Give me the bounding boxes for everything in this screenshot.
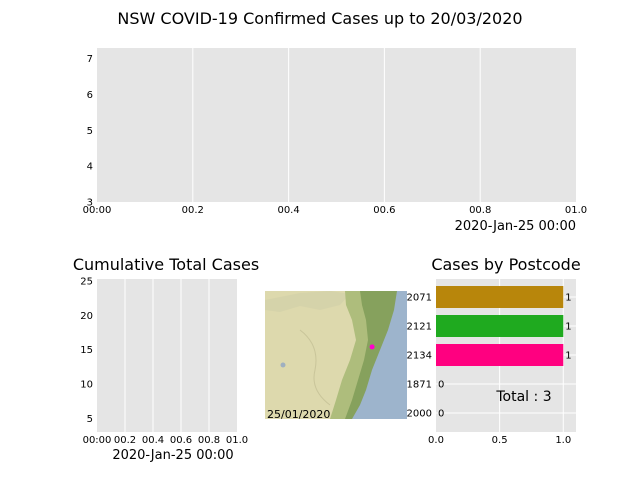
postcode-x-ticks: 0.0 0.5 1.0 (428, 435, 571, 446)
timeline-x-tick-label: 00.6 (373, 205, 395, 216)
cumulative-x-tick-label: 00.4 (142, 435, 164, 446)
cumulative-x-tick-label: 00:00 (83, 435, 112, 446)
map-plain-region (265, 291, 350, 312)
cumulative-title: Cumulative Total Cases (73, 255, 259, 274)
postcode-value-labels: 1 1 1 0 0 (438, 293, 572, 420)
cumulative-x-tick-label: 01.0 (226, 435, 248, 446)
timeline-y-tick-label: 7 (87, 54, 93, 65)
postcode-bar (436, 286, 564, 308)
cumulative-y-tick-label: 20 (80, 311, 93, 322)
postcode-x-tick-label: 0.5 (492, 435, 508, 446)
cumulative-y-tick-label: 10 (80, 379, 93, 390)
postcode-value-label: 0 (438, 380, 444, 391)
nsw-map: 25/01/2020 (265, 291, 407, 421)
timeline-y-tick-label: 4 (87, 162, 93, 173)
cumulative-plot-area (97, 279, 237, 432)
postcode-bars (436, 286, 564, 366)
timeline-y-tick-label: 3 (87, 198, 93, 209)
map-date-label: 25/01/2020 (267, 408, 330, 421)
postcode-total-label: Total : 3 (495, 389, 551, 405)
postcode-value-label: 0 (438, 409, 444, 420)
cumulative-y-tick-label: 25 (80, 277, 93, 288)
postcode-chart: Cases by Postcode 2071 2121 2134 1871 2000 1… (407, 255, 581, 446)
timeline-x-tick-label: 00.2 (182, 205, 204, 216)
timeline-chart: 3 4 5 6 7 00:00 00.2 00.4 00.6 00.8 01.0 2020-Jan… (83, 48, 588, 234)
timeline-plot-area (97, 48, 576, 202)
map-lake (280, 362, 286, 368)
timeline-y-tick-label: 5 (87, 126, 93, 137)
map-case-points (369, 344, 375, 350)
cumulative-y-ticks: 5 10 15 20 25 (80, 277, 93, 425)
postcode-value-label: 1 (565, 322, 571, 333)
cumulative-x-ticks: 00:00 00.2 00.4 00.6 00.8 01.0 (83, 435, 249, 446)
postcode-category-label: 2000 (407, 409, 432, 420)
timeline-x-tick-label: 00.8 (469, 205, 491, 216)
postcode-bar (436, 315, 564, 337)
map-sea (352, 291, 407, 419)
cumulative-gridlines (124, 279, 210, 432)
timeline-x-tick-label: 00:00 (83, 205, 112, 216)
timeline-y-tick-label: 6 (87, 90, 93, 101)
postcode-category-label: 2121 (407, 322, 432, 333)
page-title: NSW COVID-19 Confirmed Cases up to 20/03… (117, 9, 522, 28)
postcode-bar (436, 344, 564, 366)
postcode-x-tick-label: 1.0 (555, 435, 571, 446)
postcode-category-label: 2071 (407, 293, 432, 304)
postcode-category-labels: 2071 2121 2134 1871 2000 (407, 293, 432, 420)
cumulative-x-tick-label: 00.6 (170, 435, 192, 446)
postcode-value-label: 1 (565, 293, 571, 304)
cumulative-x-tick-label: 00.2 (114, 435, 136, 446)
timeline-gridlines (192, 48, 481, 202)
timeline-x-tick-label: 00.4 (277, 205, 299, 216)
map-river (299, 329, 331, 406)
timeline-x-tick-label: 01.0 (565, 205, 587, 216)
postcode-title: Cases by Postcode (431, 255, 580, 274)
postcode-value-label: 1 (565, 351, 571, 362)
map-case-point (369, 344, 375, 350)
timeline-x-ticks: 00:00 00.2 00.4 00.6 00.8 01.0 (83, 205, 588, 216)
cumulative-x-tick-label: 00.8 (198, 435, 220, 446)
postcode-category-label: 1871 (407, 380, 432, 391)
cumulative-y-tick-label: 5 (87, 414, 93, 425)
timeline-time-label: 2020-Jan-25 00:00 (455, 219, 576, 234)
timeline-y-ticks: 3 4 5 6 7 (87, 54, 93, 208)
cumulative-time-label: 2020-Jan-25 00:00 (112, 448, 233, 463)
cumulative-y-tick-label: 15 (80, 345, 93, 356)
postcode-x-tick-label: 0.0 (428, 435, 444, 446)
postcode-category-label: 2134 (407, 351, 432, 362)
